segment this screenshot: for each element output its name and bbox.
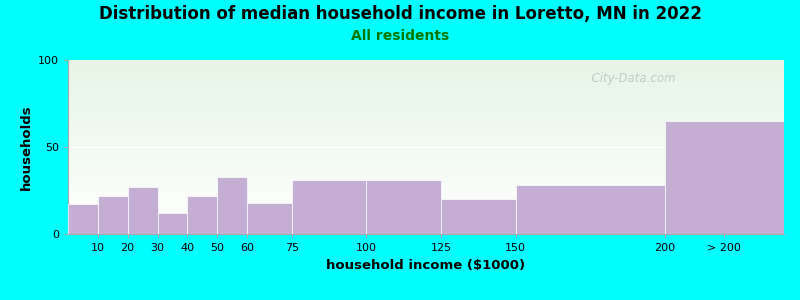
Bar: [158, 213, 187, 234]
Bar: [68, 204, 98, 234]
Text: All residents: All residents: [351, 28, 449, 43]
Bar: [292, 180, 366, 234]
Bar: [98, 196, 128, 234]
X-axis label: household income ($1000): household income ($1000): [326, 259, 526, 272]
Bar: [665, 121, 784, 234]
Bar: [515, 185, 665, 234]
Y-axis label: households: households: [19, 104, 33, 190]
Bar: [217, 177, 247, 234]
Text: Distribution of median household income in Loretto, MN in 2022: Distribution of median household income …: [98, 4, 702, 22]
Bar: [128, 187, 158, 234]
Text: City-Data.com: City-Data.com: [583, 72, 675, 85]
Bar: [441, 199, 515, 234]
Bar: [247, 203, 292, 234]
Bar: [187, 196, 217, 234]
Bar: [366, 180, 441, 234]
